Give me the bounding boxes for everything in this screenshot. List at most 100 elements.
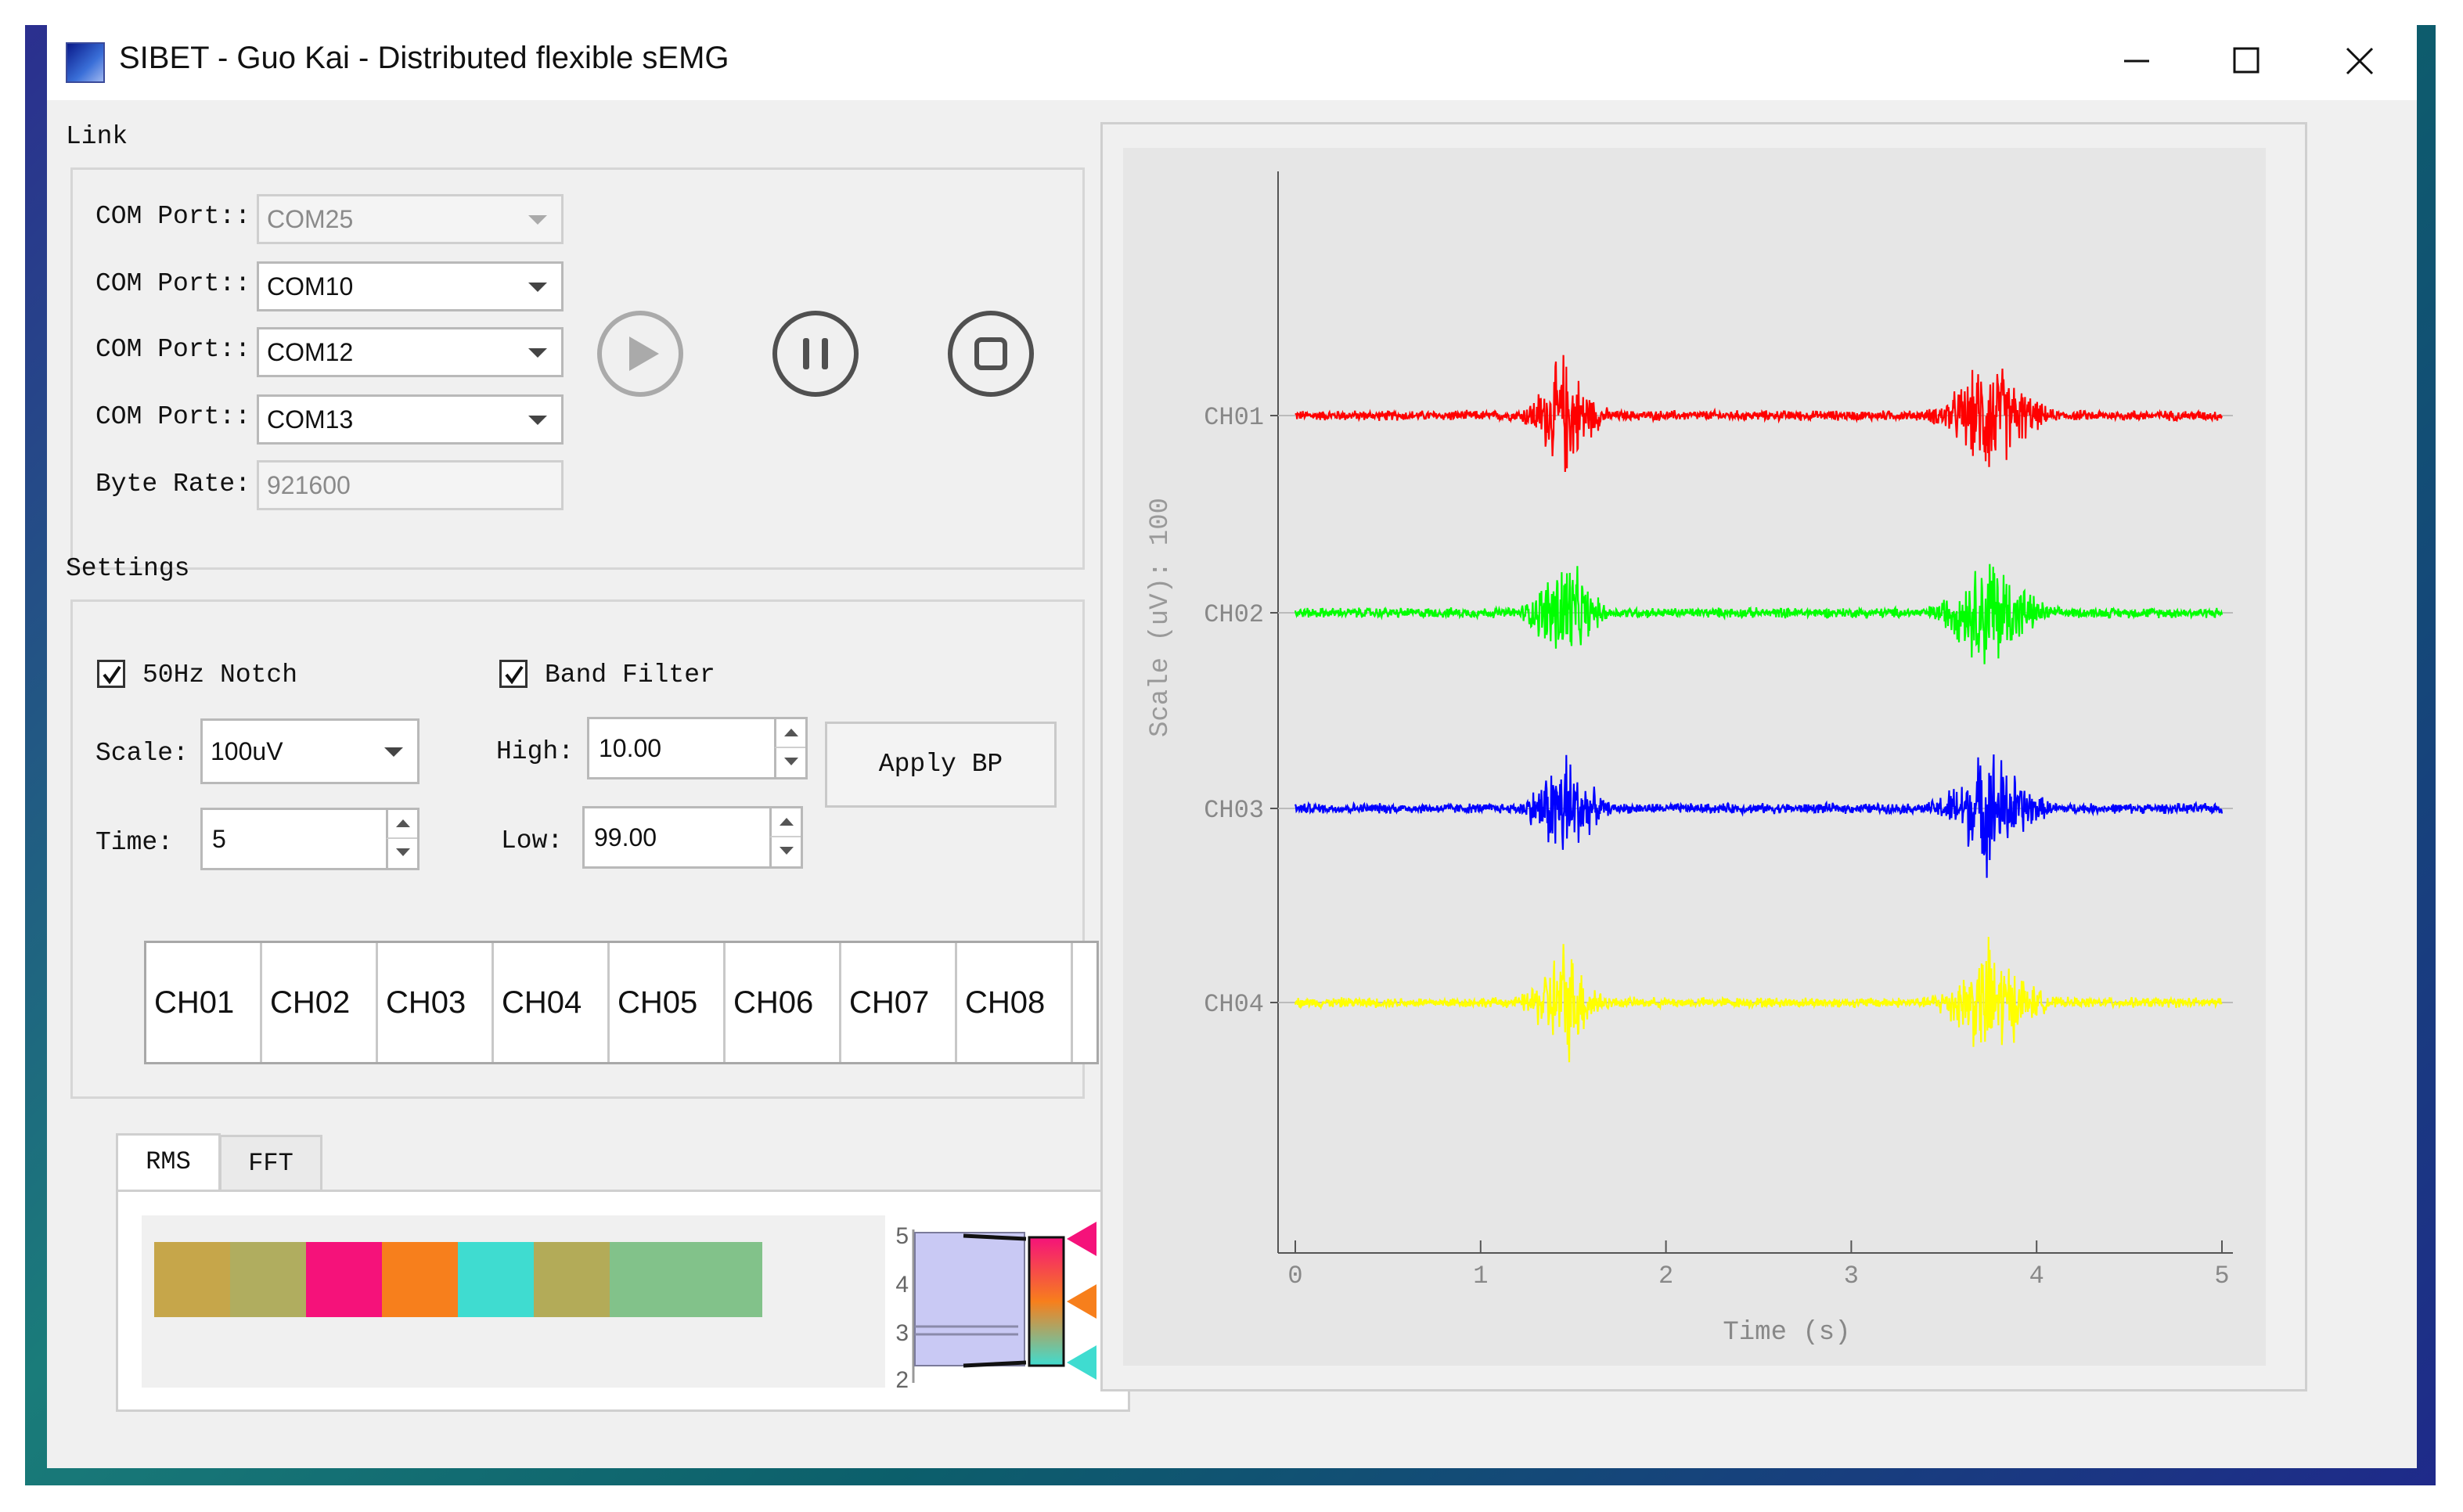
band-filter-label: Band Filter (545, 661, 715, 689)
chevron-down-icon (384, 747, 403, 757)
table-filler (1073, 943, 1096, 1062)
title-bar[interactable]: SIBET - Guo Kai - Distributed flexible s… (47, 25, 2417, 100)
port3-label: COM Port:: (95, 335, 251, 364)
rms-channel-block (230, 1242, 307, 1317)
channel-table: CH01 CH02 CH03 CH04 CH05 CH06 CH07 CH08 (144, 941, 1099, 1064)
rms-channel-block (154, 1242, 231, 1317)
port2-select[interactable]: COM10 (257, 261, 564, 311)
channel-cell[interactable]: CH03 (378, 943, 494, 1062)
x-tick-label: 2 (1658, 1262, 1673, 1291)
notch-label: 50Hz Notch (142, 661, 298, 689)
port1-value: COM25 (267, 205, 354, 233)
rms-channel-block (382, 1242, 459, 1317)
link-group (70, 167, 1085, 570)
channel-cell[interactable]: CH05 (610, 943, 726, 1062)
checkmark-icon (505, 665, 524, 685)
port4-select[interactable]: COM13 (257, 394, 564, 445)
gauge-tick-label: 5 (895, 1223, 909, 1249)
chevron-down-icon (528, 215, 547, 225)
y-tick-label: CH04 (1204, 990, 1264, 1019)
x-tick-label: 4 (2029, 1262, 2044, 1291)
high-spinbox[interactable]: 10.00 (587, 717, 808, 779)
rms-channel-block (610, 1242, 686, 1317)
play-icon (629, 337, 659, 371)
gauge-tick-label: 4 (895, 1272, 909, 1298)
stop-icon (974, 337, 1007, 370)
spin-down-icon[interactable] (386, 839, 417, 868)
rms-visual: 5 4 3 2 (142, 1215, 1096, 1393)
channel-cell[interactable]: CH06 (726, 943, 841, 1062)
port1-select[interactable]: COM25 (257, 194, 564, 244)
gauge-marker (1067, 1284, 1096, 1319)
rms-channel-block (534, 1242, 610, 1317)
channel-cell[interactable]: CH07 (841, 943, 957, 1062)
port2-value: COM10 (267, 272, 354, 301)
spin-up-icon[interactable] (774, 719, 805, 748)
spin-down-icon[interactable] (774, 748, 805, 777)
app-window: SIBET - Guo Kai - Distributed flexible s… (47, 25, 2417, 1468)
rms-channel-block (686, 1242, 762, 1317)
scale-select[interactable]: 100uV (200, 718, 420, 784)
x-tick-label: 1 (1473, 1262, 1488, 1291)
notch-checkbox[interactable] (97, 660, 125, 688)
gauge-markers (1067, 1222, 1096, 1380)
channel-cell[interactable]: CH04 (494, 943, 610, 1062)
port3-select[interactable]: COM12 (257, 327, 564, 377)
port4-value: COM13 (267, 405, 354, 434)
emg-series-line (1294, 563, 2224, 664)
minimize-button[interactable] (2105, 36, 2168, 86)
channel-cell[interactable]: CH08 (957, 943, 1073, 1062)
low-label: Low: (501, 826, 564, 855)
emg-series-line (1294, 937, 2223, 1063)
pause-icon (803, 338, 828, 369)
pause-button[interactable] (772, 310, 859, 398)
spin-down-icon[interactable] (769, 837, 801, 866)
gauge-marker (1067, 1345, 1096, 1380)
rms-gauge: 5 4 3 2 (895, 1223, 1065, 1393)
gauge-marker (1067, 1222, 1096, 1256)
y-tick-label: CH01 (1204, 403, 1264, 432)
minimize-icon (2124, 59, 2149, 63)
byte-rate-label: Byte Rate: (95, 470, 251, 499)
channel-cell[interactable]: CH02 (262, 943, 378, 1062)
settings-group-title: Settings (66, 554, 190, 583)
rms-channel-block (458, 1242, 535, 1317)
maximize-icon (2233, 47, 2260, 74)
port3-value: COM12 (267, 338, 354, 366)
low-spinbox[interactable]: 99.00 (582, 806, 803, 869)
band-filter-checkbox[interactable] (499, 660, 528, 688)
gauge-tick-label: 3 (895, 1320, 909, 1346)
chevron-down-icon (528, 283, 547, 292)
rms-color-blocks (154, 1242, 762, 1317)
time-spinbox[interactable]: 5 (200, 808, 420, 870)
play-button[interactable] (596, 310, 684, 398)
time-label: Time: (95, 828, 174, 857)
emg-chart: 0 1 2 3 4 5 Time (s) Scale (uV): 100 CH01 CH02 CH0… (1123, 148, 2266, 1366)
channel-cell[interactable]: CH01 (146, 943, 262, 1062)
rms-tab-pane: 5 4 3 2 (116, 1190, 1130, 1412)
spin-up-icon[interactable] (769, 808, 801, 837)
apply-bp-button[interactable]: Apply BP (825, 722, 1057, 808)
tab-rms[interactable]: RMS (116, 1133, 221, 1191)
x-tick-label: 0 (1287, 1262, 1302, 1291)
spin-up-icon[interactable] (386, 810, 417, 839)
x-tick-label: 3 (1844, 1262, 1859, 1291)
gauge-tick-label: 2 (895, 1367, 909, 1393)
y-tick-label: CH03 (1204, 796, 1264, 825)
stop-button[interactable] (947, 310, 1035, 398)
scale-value: 100uV (211, 737, 283, 765)
x-axis-label: Time (s) (1723, 1318, 1850, 1348)
checkmark-icon (103, 665, 121, 685)
byte-rate-field[interactable]: 921600 (257, 460, 564, 510)
y-tick-label: CH02 (1204, 600, 1264, 629)
app-logo-icon (66, 42, 105, 83)
window-title: SIBET - Guo Kai - Distributed flexible s… (119, 41, 729, 75)
chevron-down-icon (528, 416, 547, 425)
high-label: High: (496, 737, 574, 766)
scale-label: Scale: (95, 739, 189, 768)
y-axis-label: Scale (uV): 100 (1146, 498, 1176, 737)
port1-label: COM Port:: (95, 202, 251, 231)
maximize-button[interactable] (2215, 36, 2278, 86)
close-button[interactable] (2328, 36, 2391, 86)
tab-fft[interactable]: FFT (219, 1135, 322, 1190)
